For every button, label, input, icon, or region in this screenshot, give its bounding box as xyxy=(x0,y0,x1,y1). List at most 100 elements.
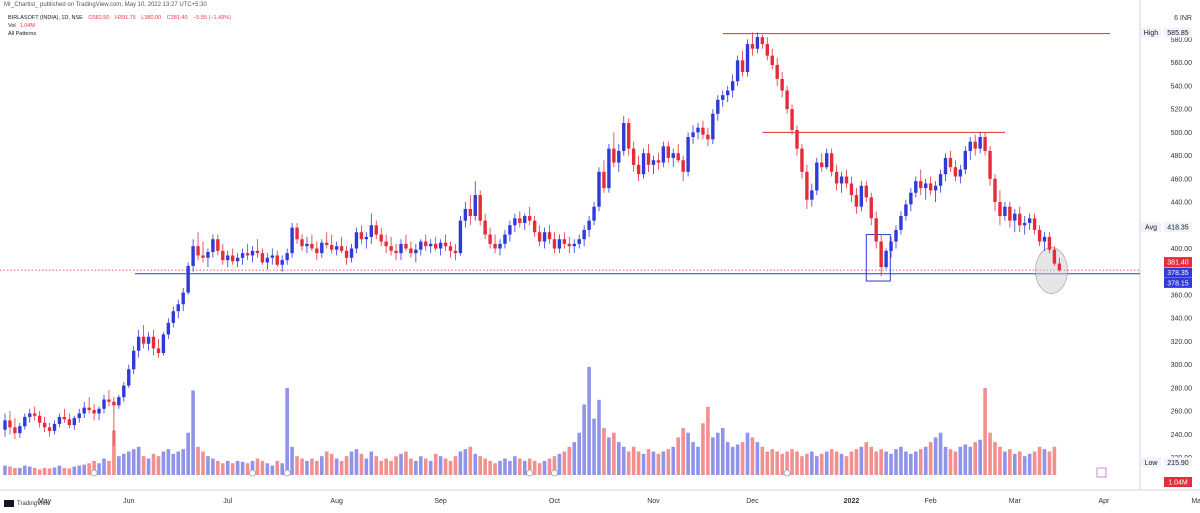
volume-bar xyxy=(537,463,542,475)
candle-body xyxy=(805,171,809,200)
candle-body xyxy=(463,209,468,221)
volume-bar xyxy=(765,451,770,475)
candle-body xyxy=(884,250,888,268)
ohlc-change: −5.55 (−1.43%) xyxy=(193,15,231,21)
volume-bar xyxy=(617,442,621,475)
volume-bar xyxy=(255,458,260,475)
price-label-name-tag xyxy=(1141,27,1161,38)
candle-body xyxy=(394,250,398,254)
volume-bar xyxy=(399,453,403,475)
time-tick-label: Mar xyxy=(1009,498,1022,505)
candle-body xyxy=(597,171,601,207)
indicator-row[interactable]: All Patterns xyxy=(8,30,235,38)
volume-bar xyxy=(696,446,700,475)
time-tick-label: May xyxy=(38,498,52,505)
price-tick-label: 560.00 xyxy=(1171,60,1193,67)
candle-body xyxy=(790,109,794,131)
volume-bar xyxy=(329,453,334,475)
candle-body xyxy=(1027,218,1032,223)
candle-body xyxy=(602,171,606,189)
pattern-marker-icon xyxy=(90,469,98,477)
candle-body xyxy=(859,185,864,207)
volume-bar xyxy=(265,463,270,475)
candle-body xyxy=(448,246,453,251)
volume-bar xyxy=(909,453,913,475)
volume-bar xyxy=(468,446,473,475)
candle-body xyxy=(1008,206,1012,221)
candle-body xyxy=(839,176,844,184)
volume-bar xyxy=(503,458,507,475)
volume-bar xyxy=(755,442,760,475)
price-label-value: 378.35 xyxy=(1167,270,1189,277)
candle-body xyxy=(676,153,680,161)
candle-body xyxy=(617,150,621,163)
candle-body xyxy=(671,153,675,158)
candle-body xyxy=(909,192,913,205)
volume-bar xyxy=(567,446,572,475)
candle-body xyxy=(87,407,91,410)
volume-bar xyxy=(305,460,309,475)
volume-bar xyxy=(656,453,661,475)
candle-body xyxy=(300,239,304,247)
candle-body xyxy=(948,157,953,168)
candle-body xyxy=(47,427,52,431)
volume-bar xyxy=(879,449,883,475)
indicator-name[interactable]: All Patterns xyxy=(8,31,37,37)
candle-body xyxy=(983,136,987,151)
candle-body xyxy=(196,246,200,256)
volume-bar xyxy=(1032,451,1037,475)
volume-bar xyxy=(1003,451,1007,475)
volume-bar xyxy=(458,451,463,475)
volume-bar xyxy=(32,467,37,475)
price-label-name-tag xyxy=(1141,222,1161,233)
candle-body xyxy=(523,215,527,223)
volume-bar xyxy=(320,456,324,475)
candle-body xyxy=(275,255,279,265)
candle-body xyxy=(765,44,769,56)
candle-body xyxy=(636,164,641,175)
candle-body xyxy=(919,181,923,189)
volume-bar xyxy=(928,442,933,475)
volume-bar xyxy=(889,453,893,475)
volume-bar xyxy=(97,463,101,475)
candle-body xyxy=(349,248,354,258)
volume-bar xyxy=(621,446,626,475)
volume-bar xyxy=(117,456,121,475)
volume-bar xyxy=(42,467,47,475)
volume-bar xyxy=(156,456,161,475)
volume-bar xyxy=(379,460,383,475)
volume-bar xyxy=(423,458,428,475)
candle-body xyxy=(968,141,972,151)
volume-bar xyxy=(488,460,492,475)
volume-bar xyxy=(760,446,765,475)
candle-body xyxy=(904,204,908,216)
candle-body xyxy=(374,225,378,235)
pattern-marker-icon xyxy=(783,469,791,477)
volume-bar xyxy=(47,468,52,475)
volume-bar xyxy=(602,428,606,475)
volume-bar xyxy=(933,437,938,475)
candle-body xyxy=(889,241,893,251)
volume-bar xyxy=(27,466,32,475)
price-label-name: Low xyxy=(1145,460,1159,467)
candle-body xyxy=(978,136,982,149)
pattern-box xyxy=(865,234,891,282)
candle-body xyxy=(409,248,413,254)
tradingview-logo-icon xyxy=(4,500,14,507)
volume-bar xyxy=(235,460,240,475)
price-tick-label: 480.00 xyxy=(1171,153,1193,160)
volume-bar xyxy=(532,460,537,475)
volume-bar xyxy=(508,460,512,475)
time-tick-label: Dec xyxy=(746,498,759,505)
volume-bar xyxy=(112,430,116,475)
candle-body xyxy=(810,190,814,200)
volume-bar xyxy=(201,451,205,475)
volume-bar xyxy=(513,456,517,475)
candle-body xyxy=(577,239,581,244)
candle-body xyxy=(537,232,542,242)
candle-body xyxy=(62,416,67,420)
volume-bar xyxy=(72,466,77,475)
candle-body xyxy=(607,148,611,189)
volume-bar xyxy=(661,451,666,475)
